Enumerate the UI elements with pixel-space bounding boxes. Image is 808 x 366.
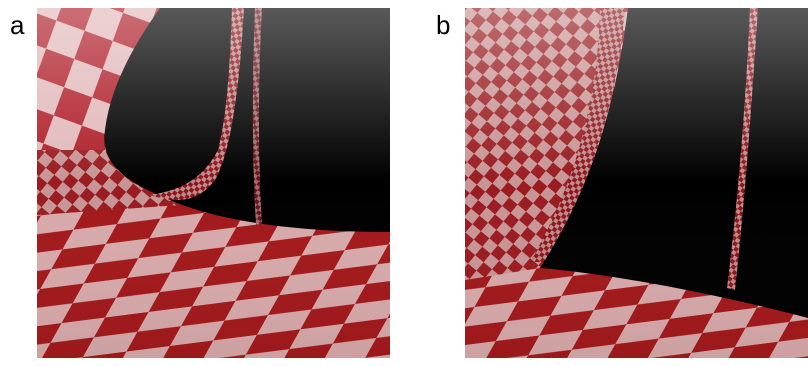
panel-label: a xyxy=(10,10,25,40)
figure: a b xyxy=(0,0,808,361)
panel-b-image xyxy=(465,8,808,358)
panel-a-image xyxy=(37,8,390,358)
panel-label: b xyxy=(436,10,450,40)
